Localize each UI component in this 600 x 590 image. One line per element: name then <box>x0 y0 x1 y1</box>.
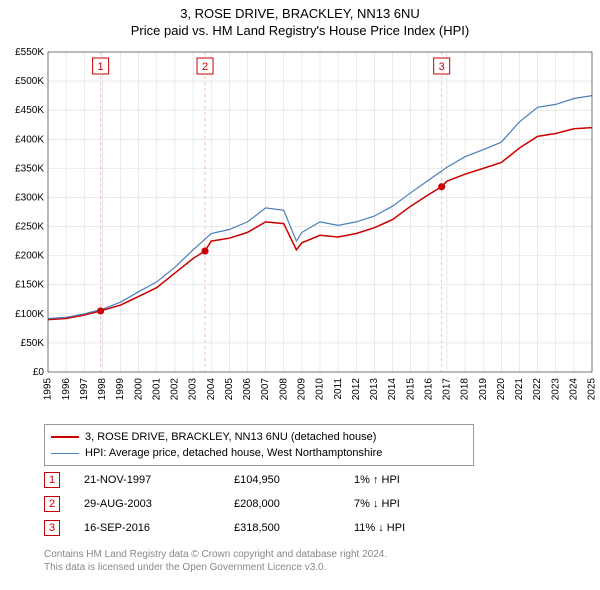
svg-text:2015: 2015 <box>405 378 416 401</box>
marker-badge-1: 1 <box>44 472 60 488</box>
transactions-table: 1 21-NOV-1997 £104,950 1% ↑ HPI 2 29-AUG… <box>44 468 474 540</box>
svg-text:1999: 1999 <box>115 378 126 401</box>
tx-price: £104,950 <box>234 474 354 486</box>
svg-text:£400K: £400K <box>15 134 44 145</box>
legend-item-hpi: HPI: Average price, detached house, West… <box>51 445 467 461</box>
svg-text:2023: 2023 <box>550 378 561 401</box>
marker-badge-3: 3 <box>44 520 60 536</box>
marker-badge-2: 2 <box>44 496 60 512</box>
tx-price: £318,500 <box>234 522 354 534</box>
legend-item-property: 3, ROSE DRIVE, BRACKLEY, NN13 6NU (detac… <box>51 429 467 445</box>
svg-text:2005: 2005 <box>224 378 235 401</box>
svg-text:£500K: £500K <box>15 76 44 87</box>
tx-date: 29-AUG-2003 <box>84 498 234 510</box>
svg-text:1997: 1997 <box>79 378 90 401</box>
svg-text:2013: 2013 <box>369 378 380 401</box>
chart-title-block: 3, ROSE DRIVE, BRACKLEY, NN13 6NU Price … <box>0 0 600 38</box>
footer-attribution: Contains HM Land Registry data © Crown c… <box>44 548 387 574</box>
svg-text:2025: 2025 <box>587 378 596 401</box>
tx-diff: 7% ↓ HPI <box>354 498 474 510</box>
svg-text:2007: 2007 <box>260 378 271 401</box>
table-row: 1 21-NOV-1997 £104,950 1% ↑ HPI <box>44 468 474 492</box>
svg-text:2000: 2000 <box>133 378 144 401</box>
legend-label-hpi: HPI: Average price, detached house, West… <box>85 447 382 459</box>
chart-title-subtitle: Price paid vs. HM Land Registry's House … <box>0 23 600 38</box>
svg-text:£150K: £150K <box>15 280 44 291</box>
svg-text:1995: 1995 <box>43 378 54 401</box>
svg-text:2016: 2016 <box>423 378 434 401</box>
footer-line-2: This data is licensed under the Open Gov… <box>44 561 387 574</box>
svg-text:1996: 1996 <box>61 378 72 401</box>
svg-text:£350K: £350K <box>15 163 44 174</box>
svg-text:1: 1 <box>98 61 104 73</box>
svg-text:£250K: £250K <box>15 222 44 233</box>
svg-text:£550K: £550K <box>15 48 44 58</box>
tx-diff: 11% ↓ HPI <box>354 522 474 534</box>
svg-text:2018: 2018 <box>460 378 471 401</box>
svg-text:2010: 2010 <box>315 378 326 401</box>
svg-text:2012: 2012 <box>351 378 362 401</box>
svg-text:£50K: £50K <box>21 338 45 349</box>
svg-text:£0: £0 <box>33 367 45 378</box>
svg-text:2008: 2008 <box>278 378 289 401</box>
svg-text:2002: 2002 <box>170 378 181 401</box>
svg-text:£100K: £100K <box>15 309 44 320</box>
chart-title-address: 3, ROSE DRIVE, BRACKLEY, NN13 6NU <box>0 6 600 21</box>
svg-text:2014: 2014 <box>387 378 398 401</box>
svg-text:2006: 2006 <box>242 378 253 401</box>
tx-date: 21-NOV-1997 <box>84 474 234 486</box>
chart-area: £0 £50K £100K £150K £200K £250K £300K £350K £400… <box>4 48 596 418</box>
svg-text:2004: 2004 <box>206 378 217 401</box>
legend-swatch-hpi <box>51 453 79 454</box>
svg-text:1998: 1998 <box>97 378 108 401</box>
svg-text:2021: 2021 <box>514 378 525 401</box>
legend-label-property: 3, ROSE DRIVE, BRACKLEY, NN13 6NU (detac… <box>85 431 376 443</box>
tx-price: £208,000 <box>234 498 354 510</box>
legend: 3, ROSE DRIVE, BRACKLEY, NN13 6NU (detac… <box>44 424 474 466</box>
svg-text:£450K: £450K <box>15 105 44 116</box>
tx-diff: 1% ↑ HPI <box>354 474 474 486</box>
legend-swatch-property <box>51 436 79 438</box>
svg-text:2001: 2001 <box>151 378 162 401</box>
price-chart-svg: £0 £50K £100K £150K £200K £250K £300K £350K £400… <box>4 48 596 418</box>
svg-text:2009: 2009 <box>297 378 308 401</box>
svg-text:2019: 2019 <box>478 378 489 401</box>
svg-text:2022: 2022 <box>532 378 543 401</box>
table-row: 3 16-SEP-2016 £318,500 11% ↓ HPI <box>44 516 474 540</box>
table-row: 2 29-AUG-2003 £208,000 7% ↓ HPI <box>44 492 474 516</box>
tx-date: 16-SEP-2016 <box>84 522 234 534</box>
svg-text:2017: 2017 <box>442 378 453 401</box>
svg-text:£200K: £200K <box>15 251 44 262</box>
svg-text:3: 3 <box>439 61 445 73</box>
svg-text:2: 2 <box>202 61 208 73</box>
footer-line-1: Contains HM Land Registry data © Crown c… <box>44 548 387 561</box>
svg-text:2020: 2020 <box>496 378 507 401</box>
svg-text:2011: 2011 <box>333 378 344 400</box>
svg-text:2003: 2003 <box>188 378 199 401</box>
svg-text:£300K: £300K <box>15 192 44 203</box>
svg-text:2024: 2024 <box>569 378 580 401</box>
root: 3, ROSE DRIVE, BRACKLEY, NN13 6NU Price … <box>0 0 600 590</box>
